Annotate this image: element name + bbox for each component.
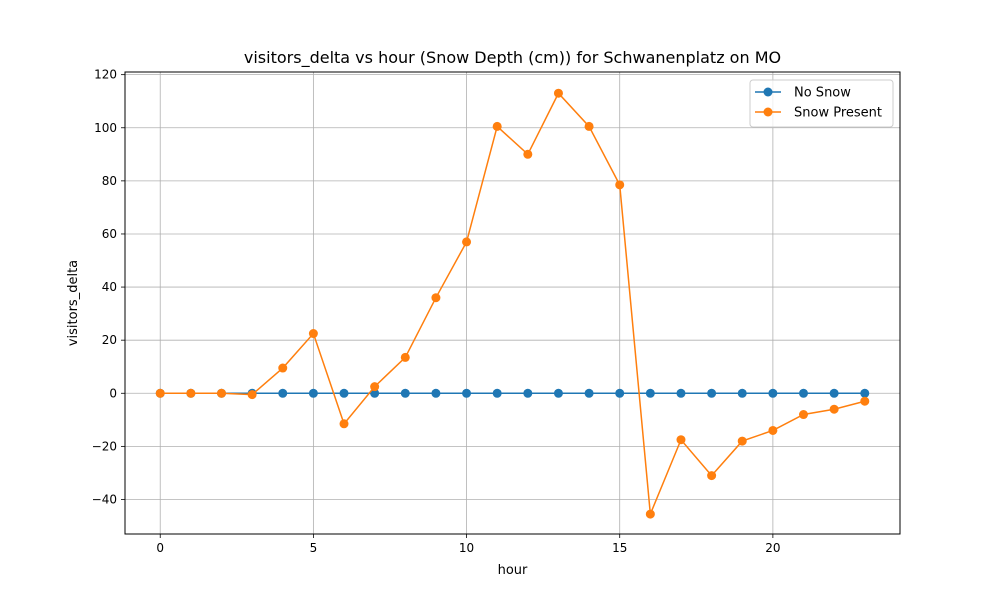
data-point-no-snow	[462, 388, 472, 398]
x-tick-label: 5	[310, 541, 318, 555]
data-point-snow-present	[216, 388, 226, 398]
legend-box	[749, 79, 894, 128]
y-tick-label: 80	[102, 174, 117, 188]
data-point-snow-present	[768, 425, 778, 435]
data-point-snow-present	[308, 329, 318, 339]
data-point-no-snow	[799, 388, 809, 398]
y-tick-label: −40	[92, 492, 117, 506]
data-point-snow-present	[339, 419, 349, 429]
y-tick-label: −20	[92, 439, 117, 453]
legend-marker-snow-present	[763, 107, 773, 117]
legend-label-no-snow: No Snow	[794, 86, 851, 101]
data-point-snow-present	[155, 388, 165, 398]
data-point-snow-present	[799, 410, 809, 420]
data-point-snow-present	[553, 88, 563, 98]
x-axis-title: hour	[498, 563, 528, 578]
data-point-snow-present	[278, 363, 288, 373]
y-tick-label: 0	[109, 386, 117, 400]
data-point-no-snow	[768, 388, 778, 398]
data-point-no-snow	[615, 388, 625, 398]
data-point-no-snow	[431, 388, 441, 398]
data-point-no-snow	[308, 388, 318, 398]
data-point-snow-present	[492, 121, 502, 131]
y-tick-label: 20	[102, 333, 117, 347]
y-tick-label: 40	[102, 280, 117, 294]
legend: No Snow Snow Present	[749, 79, 894, 128]
data-point-snow-present	[186, 388, 196, 398]
data-point-no-snow	[584, 388, 594, 398]
y-tick-label: 120	[94, 68, 117, 82]
data-point-no-snow	[339, 388, 349, 398]
legend-label-snow-present: Snow Present	[794, 106, 882, 121]
data-point-snow-present	[584, 121, 594, 131]
data-point-no-snow	[829, 388, 839, 398]
data-point-no-snow	[523, 388, 533, 398]
data-point-snow-present	[247, 390, 257, 400]
y-tick-label: 60	[102, 227, 117, 241]
series-layer	[155, 88, 870, 519]
chart-title: visitors_delta vs hour (Snow Depth (cm))…	[244, 48, 781, 68]
plot-frame	[124, 71, 901, 535]
data-point-snow-present	[615, 180, 625, 190]
data-point-snow-present	[829, 404, 839, 414]
data-point-no-snow	[676, 388, 686, 398]
data-point-no-snow	[370, 388, 380, 398]
data-point-snow-present	[645, 509, 655, 519]
data-point-no-snow	[400, 388, 410, 398]
data-point-snow-present	[860, 396, 870, 406]
data-point-snow-present	[370, 382, 380, 392]
y-tick-label: 100	[94, 121, 117, 135]
data-point-snow-present	[462, 237, 472, 247]
data-point-snow-present	[737, 436, 747, 446]
data-point-snow-present	[676, 435, 686, 445]
x-tick-label: 0	[156, 541, 164, 555]
ticks: 0 5 10 15 20 −40 −20 0 20 40 60 80 100 120	[92, 68, 781, 555]
y-axis-title: visitors_delta	[66, 260, 81, 346]
data-point-no-snow	[860, 388, 870, 398]
data-point-snow-present	[400, 352, 410, 362]
x-tick-label: 10	[459, 541, 474, 555]
legend-marker-no-snow	[763, 87, 773, 97]
data-point-snow-present	[523, 149, 533, 159]
data-point-snow-present	[707, 471, 717, 481]
data-point-no-snow	[553, 388, 563, 398]
data-point-no-snow	[737, 388, 747, 398]
data-point-no-snow	[492, 388, 502, 398]
data-point-no-snow	[645, 388, 655, 398]
data-point-snow-present	[431, 293, 441, 303]
x-tick-label: 15	[612, 541, 627, 555]
x-tick-label: 20	[765, 541, 780, 555]
data-point-no-snow	[278, 388, 288, 398]
data-point-no-snow	[707, 388, 717, 398]
series-line-snow-present	[160, 91, 865, 515]
